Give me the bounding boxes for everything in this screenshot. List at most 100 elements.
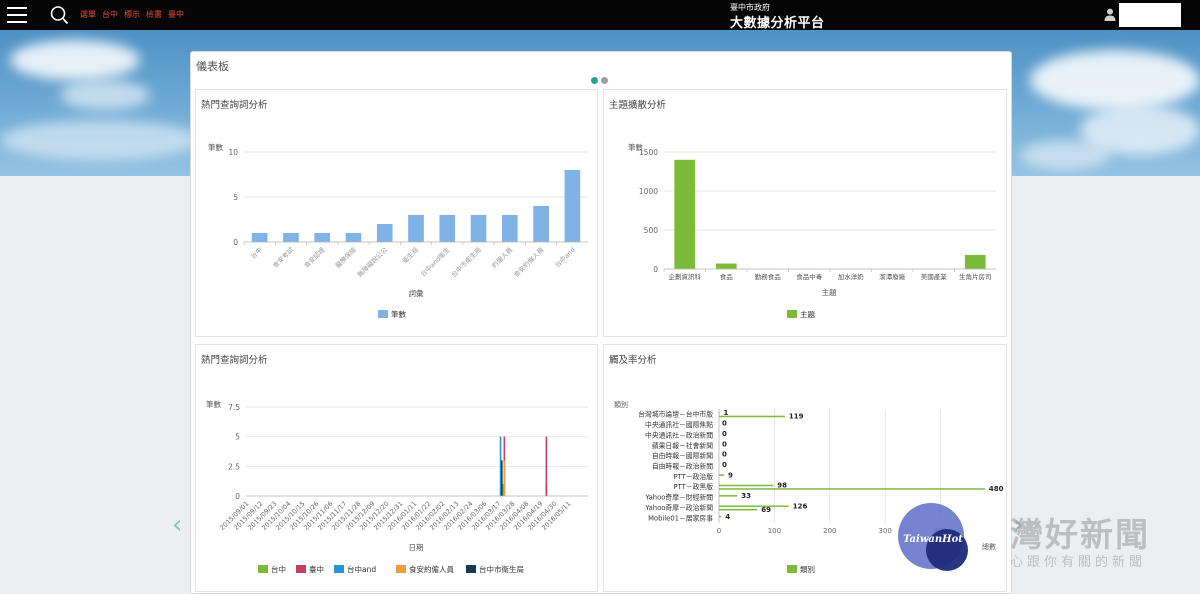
bar — [533, 206, 549, 242]
y-tick-label: 10 — [228, 148, 238, 157]
panel-title: 儀表板 — [196, 60, 229, 73]
bar — [345, 233, 362, 242]
legend-label: 類別 — [800, 564, 815, 574]
y-tick-label: 1500 — [639, 148, 658, 157]
bar — [719, 474, 724, 476]
svg-text:TaiwanHot: TaiwanHot — [903, 534, 963, 545]
y-tick-label: Yahoo奇摩－財經新聞 — [644, 493, 713, 502]
legend-swatch — [296, 565, 306, 573]
y-tick-label: 蘋果日報－社會新聞 — [652, 441, 713, 450]
legend-swatch — [378, 310, 388, 318]
x-tick-label: 生角片房司 — [959, 272, 992, 281]
legend-label: 台中 — [271, 564, 286, 574]
x-axis-label: 總數 — [982, 542, 996, 551]
y-tick-label: 0 — [653, 265, 658, 274]
y-tick-label: Yahoo奇摩－政治新聞 — [644, 503, 713, 512]
x-tick-label: 食品 — [720, 272, 733, 281]
y-tick-label: 0 — [233, 238, 238, 247]
data-label: 126 — [793, 502, 808, 510]
x-tick-label: 台中 — [248, 245, 264, 261]
bar — [674, 159, 696, 269]
bar — [719, 484, 774, 487]
x-tick-label: 食品中毒 — [796, 272, 823, 281]
x-tick-label: 企劃資訊科 — [669, 272, 702, 281]
x-tick-label: 300 — [879, 527, 892, 535]
bar — [564, 170, 581, 242]
y-axis-label: 筆數 — [206, 399, 221, 409]
legend-swatch — [258, 565, 268, 573]
menu-icon[interactable] — [7, 7, 27, 23]
bar — [719, 515, 722, 518]
bar — [499, 436, 502, 496]
x-tick-label: 醫療保險 — [333, 245, 358, 270]
data-label: 9 — [728, 471, 733, 479]
nav-link[interactable]: 選單 — [80, 10, 96, 19]
bar — [502, 215, 518, 242]
x-tick-label: 食安考試 — [271, 245, 296, 270]
bar — [545, 484, 548, 496]
nav-link[interactable]: 臺中 — [168, 10, 184, 19]
y-tick-label: PTT－政治版 — [674, 472, 714, 481]
user-icon[interactable] — [1104, 8, 1116, 21]
bar — [545, 436, 548, 496]
x-tick-label: 加水洋奶 — [838, 272, 865, 281]
y-tick-label: 5 — [235, 433, 240, 442]
y-tick-label: 中央通訊社－政治新聞 — [645, 430, 713, 439]
chart-title: 熱門查詢詞分析 — [201, 355, 268, 366]
bar — [503, 460, 506, 496]
chart-title: 觸及率分析 — [609, 355, 657, 366]
y-tick-label: 0 — [235, 492, 240, 501]
legend-swatch — [787, 310, 797, 318]
data-label: 0 — [722, 461, 727, 469]
bar — [408, 215, 424, 242]
y-tick-label: 1000 — [639, 187, 658, 196]
carousel-dot[interactable] — [601, 77, 608, 84]
y-tick-label: 自由時報－國際新聞 — [652, 451, 713, 460]
carousel-prev-arrow[interactable]: ‹ — [172, 510, 183, 540]
bar — [283, 233, 299, 242]
bar — [376, 224, 393, 242]
x-tick-label: 台中and衛生 — [418, 245, 452, 279]
bar — [719, 488, 985, 490]
legend-label: 食安約僱人員 — [409, 564, 454, 574]
bar — [719, 415, 785, 418]
bar — [501, 460, 503, 496]
nav-link[interactable]: 標示 — [124, 10, 140, 19]
legend-swatch — [396, 565, 406, 573]
y-axis-label: 筆數 — [628, 142, 643, 152]
y-tick-label: PTT－政黑版 — [674, 482, 714, 491]
user-name-box[interactable] — [1119, 3, 1181, 27]
taiwanhot-logo: TaiwanHot — [898, 503, 968, 571]
bar — [251, 233, 268, 242]
nav-link[interactable]: 台中 — [102, 10, 118, 19]
y-tick-label: 5 — [233, 193, 238, 202]
x-tick-label: 200 — [823, 527, 836, 535]
carousel-dot-active[interactable] — [591, 77, 598, 84]
data-label: 98 — [777, 482, 787, 490]
legend-label: 筆數 — [391, 309, 406, 319]
x-tick-label: 100 — [768, 527, 781, 535]
bar — [719, 495, 738, 497]
carousel-dots — [591, 77, 608, 84]
bar — [314, 233, 330, 242]
x-tick-label: 勤務食品 — [755, 272, 781, 281]
chart-card-topic-spread: 主題擴散分析 1500 1000 500 0 筆數 企劃資訊科 食品 勤務食品 食品中毒 加水洋奶… — [603, 89, 1007, 337]
bar — [502, 484, 504, 496]
carousel-next-arrow[interactable]: › — [1013, 510, 1024, 540]
search-icon[interactable] — [49, 5, 69, 25]
x-tick-label: 約僱人員 — [489, 245, 514, 270]
x-tick-label: 0 — [717, 527, 721, 535]
government-title: 臺中市政府 — [730, 3, 770, 12]
nav-link[interactable]: 檢書 — [146, 10, 162, 19]
bar-chart-hot-terms-by-date: 7.552.50筆數2015/09/012015/09/122015/09/23… — [206, 399, 588, 574]
y-tick-label: Mobile01－居家房事 — [648, 513, 713, 522]
data-label: 0 — [722, 451, 727, 459]
chart-title: 主題擴散分析 — [609, 100, 667, 111]
platform-title: 大數據分析平台 — [730, 16, 825, 31]
chart-card-hot-terms: 熱門查詢詞分析 10 5 0 筆數 台中 食安考試 食安認證 醫療保險 無障礙說公公 衛生局 台中a… — [195, 89, 598, 337]
chart-title: 熱門查詢詞分析 — [201, 100, 268, 111]
legend-swatch — [466, 565, 476, 573]
x-tick-label: 潔潭廢廠 — [879, 272, 906, 281]
x-tick-label: 美國產業 — [921, 272, 948, 281]
